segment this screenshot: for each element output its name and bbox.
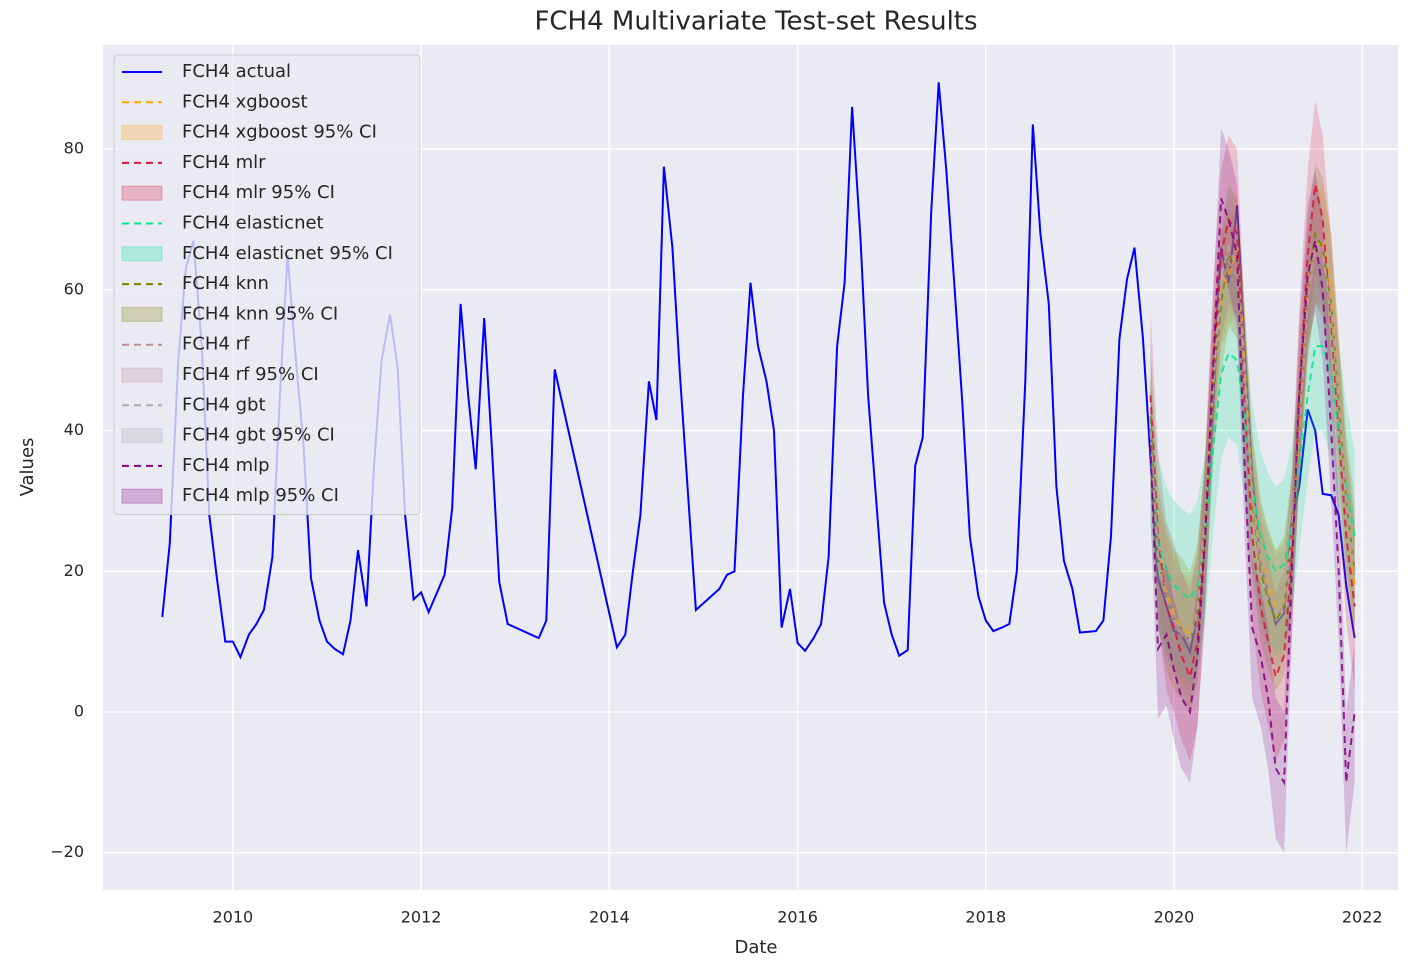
- legend-label: FCH4 mlr 95% CI: [182, 182, 335, 203]
- legend-patch: [121, 306, 163, 322]
- legend-label: FCH4 actual: [182, 61, 291, 82]
- prediction-line: [1149, 184, 1356, 681]
- legend-label: FCH4 xgboost: [182, 91, 308, 112]
- x-tick-label: 2020: [1154, 908, 1195, 927]
- legend-label: FCH4 knn 95% CI: [182, 303, 338, 324]
- legend-patch: [121, 125, 163, 141]
- legend-label: FCH4 rf 95% CI: [182, 364, 319, 385]
- legend: FCH4 actual FCH4 xgboost FCH4 xgboost 95% …: [113, 54, 421, 515]
- prediction-line: [1149, 245, 1356, 644]
- y-tick-label: 80: [64, 139, 84, 158]
- legend-label: FCH4 mlp: [182, 455, 270, 476]
- y-tick-label: 20: [64, 561, 84, 580]
- legend-label: FCH4 gbt: [182, 394, 266, 415]
- legend-label: FCH4 elasticnet 95% CI: [182, 243, 393, 264]
- x-tick-label: 2012: [401, 908, 442, 927]
- legend-label: FCH4 rf: [182, 334, 250, 355]
- y-tick-label: 40: [64, 420, 84, 439]
- legend-patch: [121, 428, 163, 444]
- legend-patch: [121, 185, 163, 201]
- legend-patch: [121, 367, 163, 383]
- x-tick-label: 2018: [965, 908, 1006, 927]
- legend-label: FCH4 mlp 95% CI: [182, 485, 339, 506]
- actual-line: [161, 82, 1356, 660]
- legend-label: FCH4 mlr: [182, 152, 266, 173]
- grid: [103, 45, 1398, 890]
- legend-label: FCH4 knn: [182, 273, 269, 294]
- y-tick-label: 60: [64, 279, 84, 298]
- x-tick-label: 2014: [589, 908, 630, 927]
- x-tick-label: 2016: [777, 908, 818, 927]
- legend-label: FCH4 gbt 95% CI: [182, 425, 335, 446]
- prediction-line: [1149, 237, 1356, 645]
- y-tick-label: 0: [74, 701, 84, 720]
- legend-patch: [121, 246, 163, 262]
- y-tick-label: −20: [50, 842, 84, 861]
- prediction-line: [1149, 198, 1356, 786]
- x-tick-label: 2010: [213, 908, 254, 927]
- legend-label: FCH4 xgboost 95% CI: [182, 122, 377, 143]
- ci-band: [1150, 99, 1355, 762]
- marks: [161, 82, 1356, 853]
- legend-box: [113, 54, 421, 515]
- legend-label: FCH4 elasticnet: [182, 213, 324, 234]
- legend-patch: [121, 488, 163, 504]
- y-axis-label: Values: [17, 438, 38, 497]
- x-axis-label: Date: [734, 937, 777, 958]
- chart-title: FCH4 Multivariate Test-set Results: [534, 7, 977, 37]
- x-tick-label: 2022: [1342, 908, 1383, 927]
